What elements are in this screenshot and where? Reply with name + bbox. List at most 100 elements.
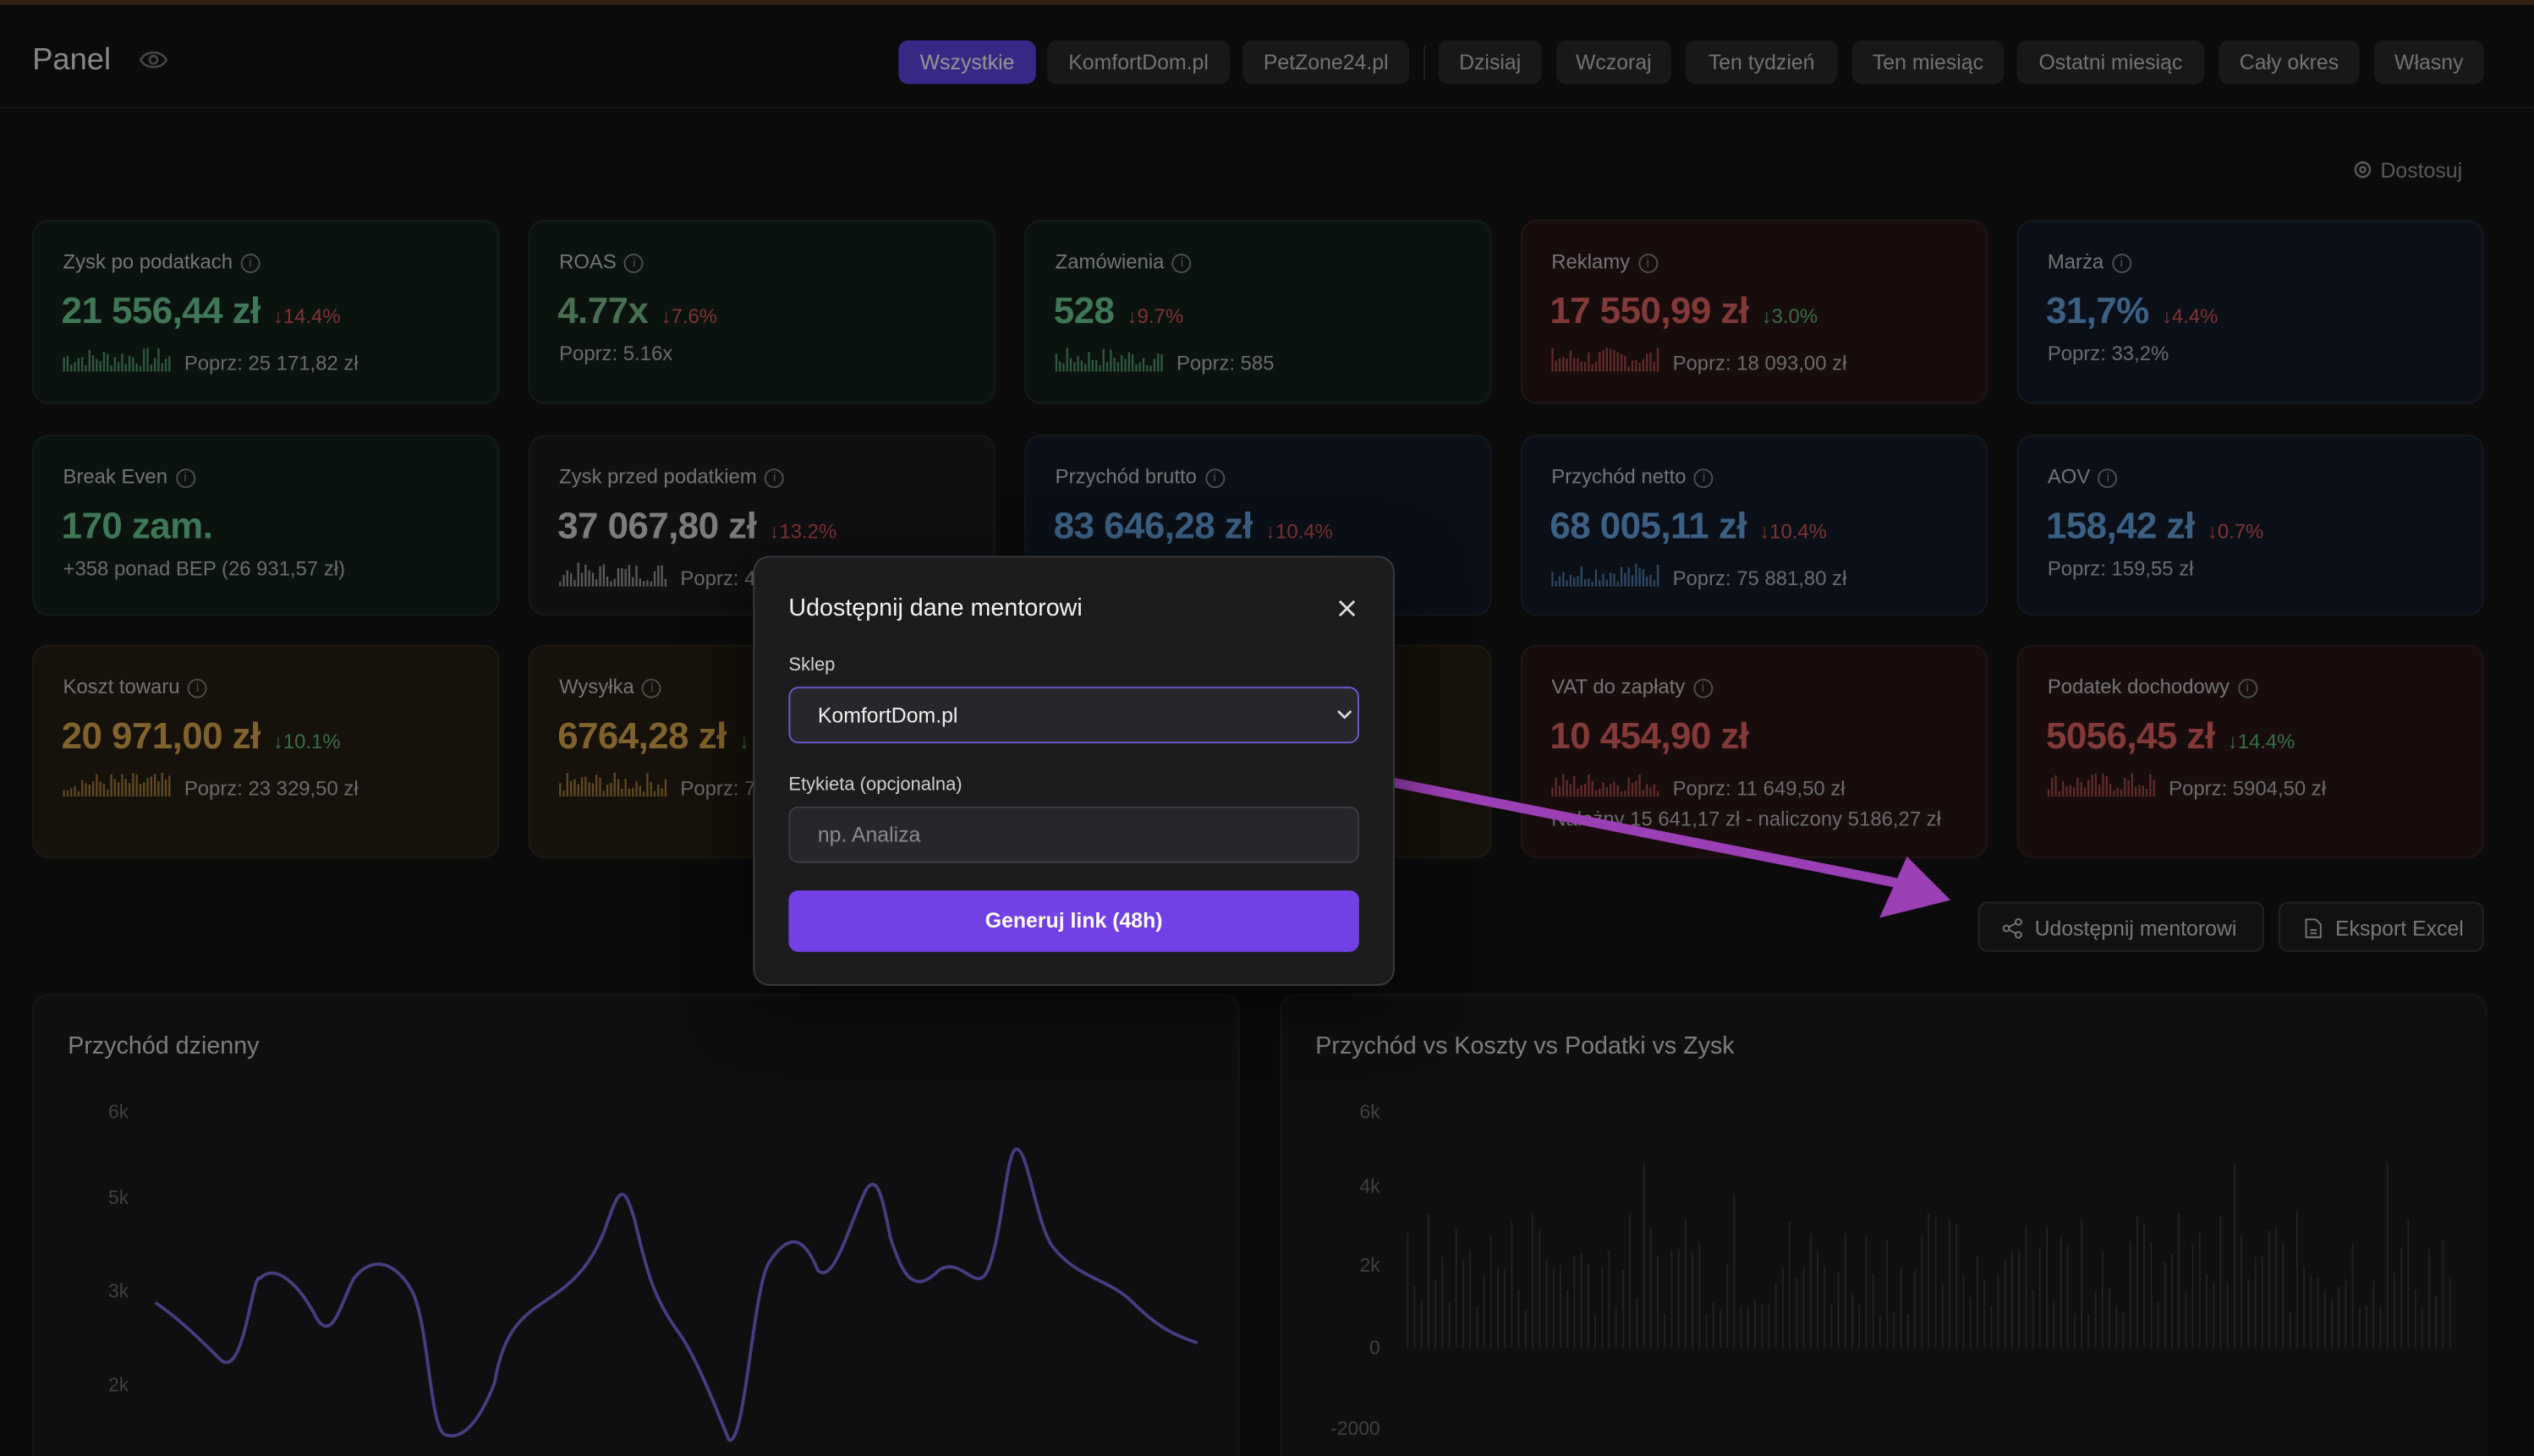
- sparkline-bar: [1058, 361, 1061, 372]
- sparkline-bar: [1631, 574, 1634, 586]
- period-filter[interactable]: Ten miesiąc: [1851, 40, 2005, 85]
- sparkline-bar: [88, 349, 90, 372]
- sparkline-bar: [1551, 571, 1554, 586]
- sparkline-bar: [1599, 788, 1601, 797]
- export-button[interactable]: Eksport Excel: [2279, 901, 2484, 952]
- store-select[interactable]: KomfortDom.pl: [788, 687, 1359, 744]
- sparkline-bar: [2054, 775, 2057, 797]
- kpi-previous: Poprz: 5.16x: [559, 342, 673, 365]
- sparkline-bar: [1616, 352, 1619, 372]
- sparkline-bar: [577, 784, 579, 797]
- kpi-change: ↓4.4%: [2161, 305, 2219, 328]
- sparkline-bar: [1105, 362, 1109, 372]
- kpi-previous: Poprz: 33,2%: [2047, 342, 2169, 365]
- kpi-value-text: 21 556,44 zł: [61, 289, 261, 331]
- sparkline-bar: [124, 778, 127, 797]
- sparkline-bar: [110, 774, 112, 797]
- sparkline: [2047, 773, 2155, 797]
- kpi-change: ↓13.2%: [769, 519, 837, 543]
- sparkline-bar: [1157, 353, 1160, 372]
- kpi-value-text: 158,42 zł: [2045, 503, 2195, 546]
- kpi-card: ROAS 4.77x ↓7.6% Poprz: 5.16x: [528, 219, 996, 404]
- sparkline-bar: [624, 778, 627, 797]
- sparkline-bar: [617, 567, 620, 586]
- sparkline-bar: [150, 776, 152, 797]
- sparkline-bar: [1635, 562, 1637, 586]
- sparkline-bar: [85, 365, 87, 372]
- kpi-card: Zamówienia 528 ↓9.7% Poprz: 585: [1024, 219, 1492, 404]
- sparkline-bar: [1069, 358, 1072, 372]
- store-label: Sklep: [788, 655, 836, 676]
- sparkline-bar: [2120, 789, 2123, 797]
- sparkline-bar: [1638, 567, 1641, 586]
- sparkline: [1551, 774, 1659, 797]
- store-filter[interactable]: KomfortDom.pl: [1047, 40, 1231, 85]
- y-tick-label: 0: [1368, 1336, 1380, 1360]
- y-tick-label: 2k: [1359, 1254, 1380, 1277]
- file-icon: [2305, 918, 2322, 939]
- sparkline-bar: [1558, 575, 1561, 586]
- sparkline-bar: [153, 774, 156, 797]
- sparkline-bar: [1610, 572, 1612, 586]
- kpi-value-text: 4.77x: [557, 289, 649, 331]
- period-filter[interactable]: Wczoraj: [1556, 40, 1671, 85]
- gear-icon: [2354, 161, 2372, 178]
- y-tick-label: 5k: [108, 1185, 129, 1209]
- sparkline-bar: [1627, 777, 1630, 797]
- kpi-value-text: 5056,45 zł: [2045, 714, 2215, 757]
- bar-chart: [1407, 1162, 2451, 1348]
- visibility-toggle[interactable]: [139, 48, 168, 71]
- sparkline-bar: [1551, 348, 1554, 372]
- sparkline-bar: [99, 361, 101, 372]
- kpi-value: 5056,45 zł ↓14.4%: [2046, 714, 2295, 758]
- kpi-label: AOV: [2048, 464, 2118, 487]
- period-filter[interactable]: Cały okres: [2219, 40, 2360, 85]
- sparkline-bar: [2065, 786, 2068, 797]
- kpi-card: Koszt towaru 20 971,00 zł ↓10.1% Poprz: 23 …: [32, 644, 500, 858]
- kpi-change: ↓14.4%: [2227, 730, 2295, 753]
- share-button[interactable]: Udostępnij mentorowi: [1977, 901, 2264, 952]
- store-value: KomfortDom.pl: [817, 703, 958, 728]
- period-filter[interactable]: Ten tydzień: [1685, 40, 1838, 85]
- sparkline-bar: [584, 776, 587, 797]
- close-button[interactable]: [1338, 599, 1356, 617]
- customize-button[interactable]: Dostosuj: [2353, 158, 2462, 183]
- sparkline-bar: [657, 784, 660, 797]
- sparkline-bar: [2062, 781, 2065, 797]
- sparkline-bar: [1562, 357, 1565, 372]
- sparkline-bar: [135, 775, 138, 797]
- kpi-card: Break Even 170 zam. +358 ponad BEP (26 931…: [32, 434, 500, 616]
- sparkline-bar: [1605, 348, 1609, 372]
- sparkline-bar: [595, 775, 598, 797]
- sparkline-bar: [113, 357, 116, 372]
- sparkline-bar: [2127, 780, 2130, 797]
- kpi-value: 83 646,28 zł ↓10.4%: [1054, 503, 1333, 547]
- kpi-label: Reklamy: [1551, 250, 1657, 273]
- period-filter[interactable]: Ostatni miesiąc: [2016, 40, 2205, 85]
- chart-title: Przychód dzienny: [68, 1032, 260, 1060]
- sparkline-bar: [2080, 782, 2082, 797]
- sparkline-bar: [599, 777, 601, 797]
- store-filter[interactable]: Wszystkie: [898, 40, 1036, 85]
- period-filter[interactable]: Dzisiaj: [1438, 40, 1542, 85]
- sparkline-bar: [139, 365, 142, 372]
- sparkline-bar: [1580, 785, 1582, 797]
- tag-input[interactable]: np. Analiza: [788, 806, 1359, 863]
- period-filter[interactable]: Własny: [2373, 40, 2484, 85]
- sparkline-bar: [2149, 774, 2152, 797]
- sparkline-bar: [628, 788, 631, 797]
- sparkline-bar: [1116, 362, 1120, 372]
- kpi-card: Przychód netto 68 005,11 zł ↓10.4% Poprz: 7…: [1520, 434, 1988, 616]
- generate-link-button[interactable]: Generuj link (48h): [788, 890, 1359, 952]
- sparkline-bar: [653, 570, 656, 586]
- sparkline-bar: [70, 788, 73, 797]
- y-tick-label: 3k: [108, 1279, 129, 1303]
- store-filter[interactable]: PetZone24.pl: [1242, 40, 1410, 85]
- sparkline-bar: [584, 564, 587, 586]
- sparkline-bar: [1099, 365, 1101, 372]
- sparkline-bar: [2047, 789, 2050, 797]
- page-title: Panel: [32, 43, 112, 78]
- sparkline-bar: [566, 773, 568, 797]
- sparkline-bar: [1649, 787, 1652, 797]
